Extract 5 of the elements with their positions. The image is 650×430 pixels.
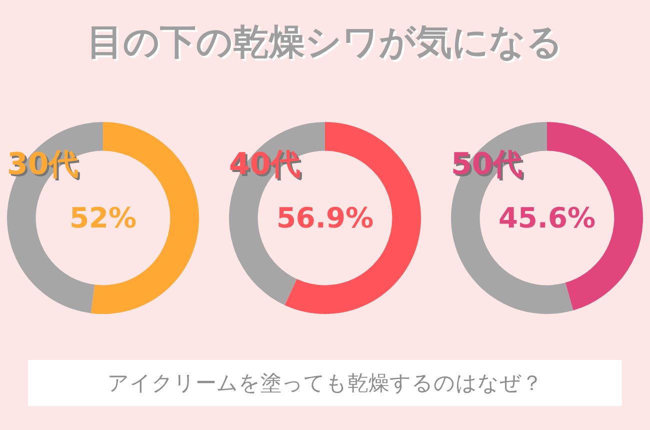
data-label: 45.6% — [498, 201, 596, 234]
text: アイクリームを塗っても乾燥するのはなぜ？ — [28, 360, 622, 406]
text: 目の下の乾燥シワが気になる — [86, 21, 564, 65]
data-label: 52% — [69, 201, 137, 234]
data-label: 56.9% — [276, 201, 374, 234]
